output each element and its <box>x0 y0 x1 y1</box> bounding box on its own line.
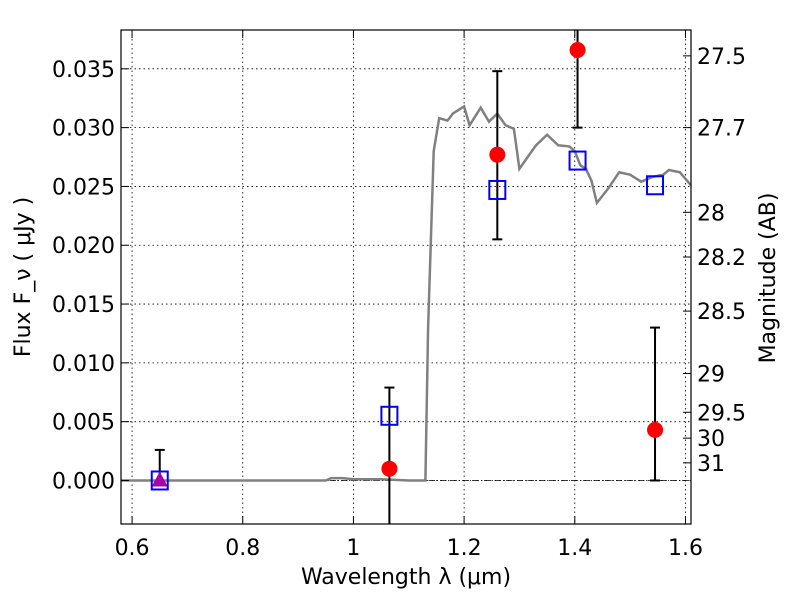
observed-point <box>647 421 664 438</box>
grid-lines <box>121 30 691 524</box>
y-axis-title: Flux F_ν ( μJy ) <box>11 197 36 357</box>
y2-tick-label: 29 <box>697 362 725 387</box>
x-tick-label: 1.4 <box>557 536 592 561</box>
y2-axis-title: Magnitude (AB) <box>756 193 781 364</box>
plot-frame <box>120 29 692 525</box>
y2-tick-label: 28 <box>697 201 725 226</box>
y2-tick-label: 28.2 <box>697 246 746 271</box>
tick-labels: 0.6 0.8 1 1.2 1.4 1.6 0.000 0.005 0.010 0.015 0.02… <box>52 45 746 561</box>
model-spectrum-line <box>121 104 692 482</box>
triangle-point <box>151 471 168 487</box>
error-bars <box>154 30 661 524</box>
y2-tick-label: 29.5 <box>697 401 746 426</box>
model-photometry-square <box>380 405 399 426</box>
x-axis-title: Wavelength λ (μm) <box>301 565 511 590</box>
x-tick-label: 1 <box>346 536 360 561</box>
axes-border <box>120 29 692 525</box>
y-tick-label: 0.030 <box>52 117 115 142</box>
model-photometry-square <box>150 470 169 491</box>
y-tick-label: 0.025 <box>52 175 115 200</box>
observed-point <box>381 460 398 477</box>
x-tick-label: 1.6 <box>668 536 703 561</box>
x-tick-label: 0.8 <box>225 536 260 561</box>
y-tick-label: 0.000 <box>52 469 115 494</box>
y-tick-label: 0.005 <box>52 411 115 436</box>
y2-tick-label: 31 <box>697 452 725 477</box>
model-photometry-square <box>568 150 587 171</box>
observed-point <box>489 146 506 163</box>
y-tick-label: 0.010 <box>52 352 115 377</box>
y2-tick-label: 27.7 <box>697 117 746 142</box>
y2-tick-label: 28.5 <box>697 300 746 325</box>
y-tick-label: 0.015 <box>52 293 115 318</box>
model-photometry-square <box>646 175 665 196</box>
observed-point <box>569 41 586 58</box>
x-tick-label: 0.6 <box>115 536 150 561</box>
x-tick-label: 1.2 <box>447 536 482 561</box>
data-markers <box>150 41 665 491</box>
model-spectrum <box>121 104 692 482</box>
y2-tick-label: 30 <box>697 427 725 452</box>
y-tick-label: 0.035 <box>52 58 115 83</box>
y2-tick-label: 27.5 <box>697 45 746 70</box>
model-photometry-square <box>488 179 507 200</box>
y-tick-label: 0.020 <box>52 234 115 259</box>
